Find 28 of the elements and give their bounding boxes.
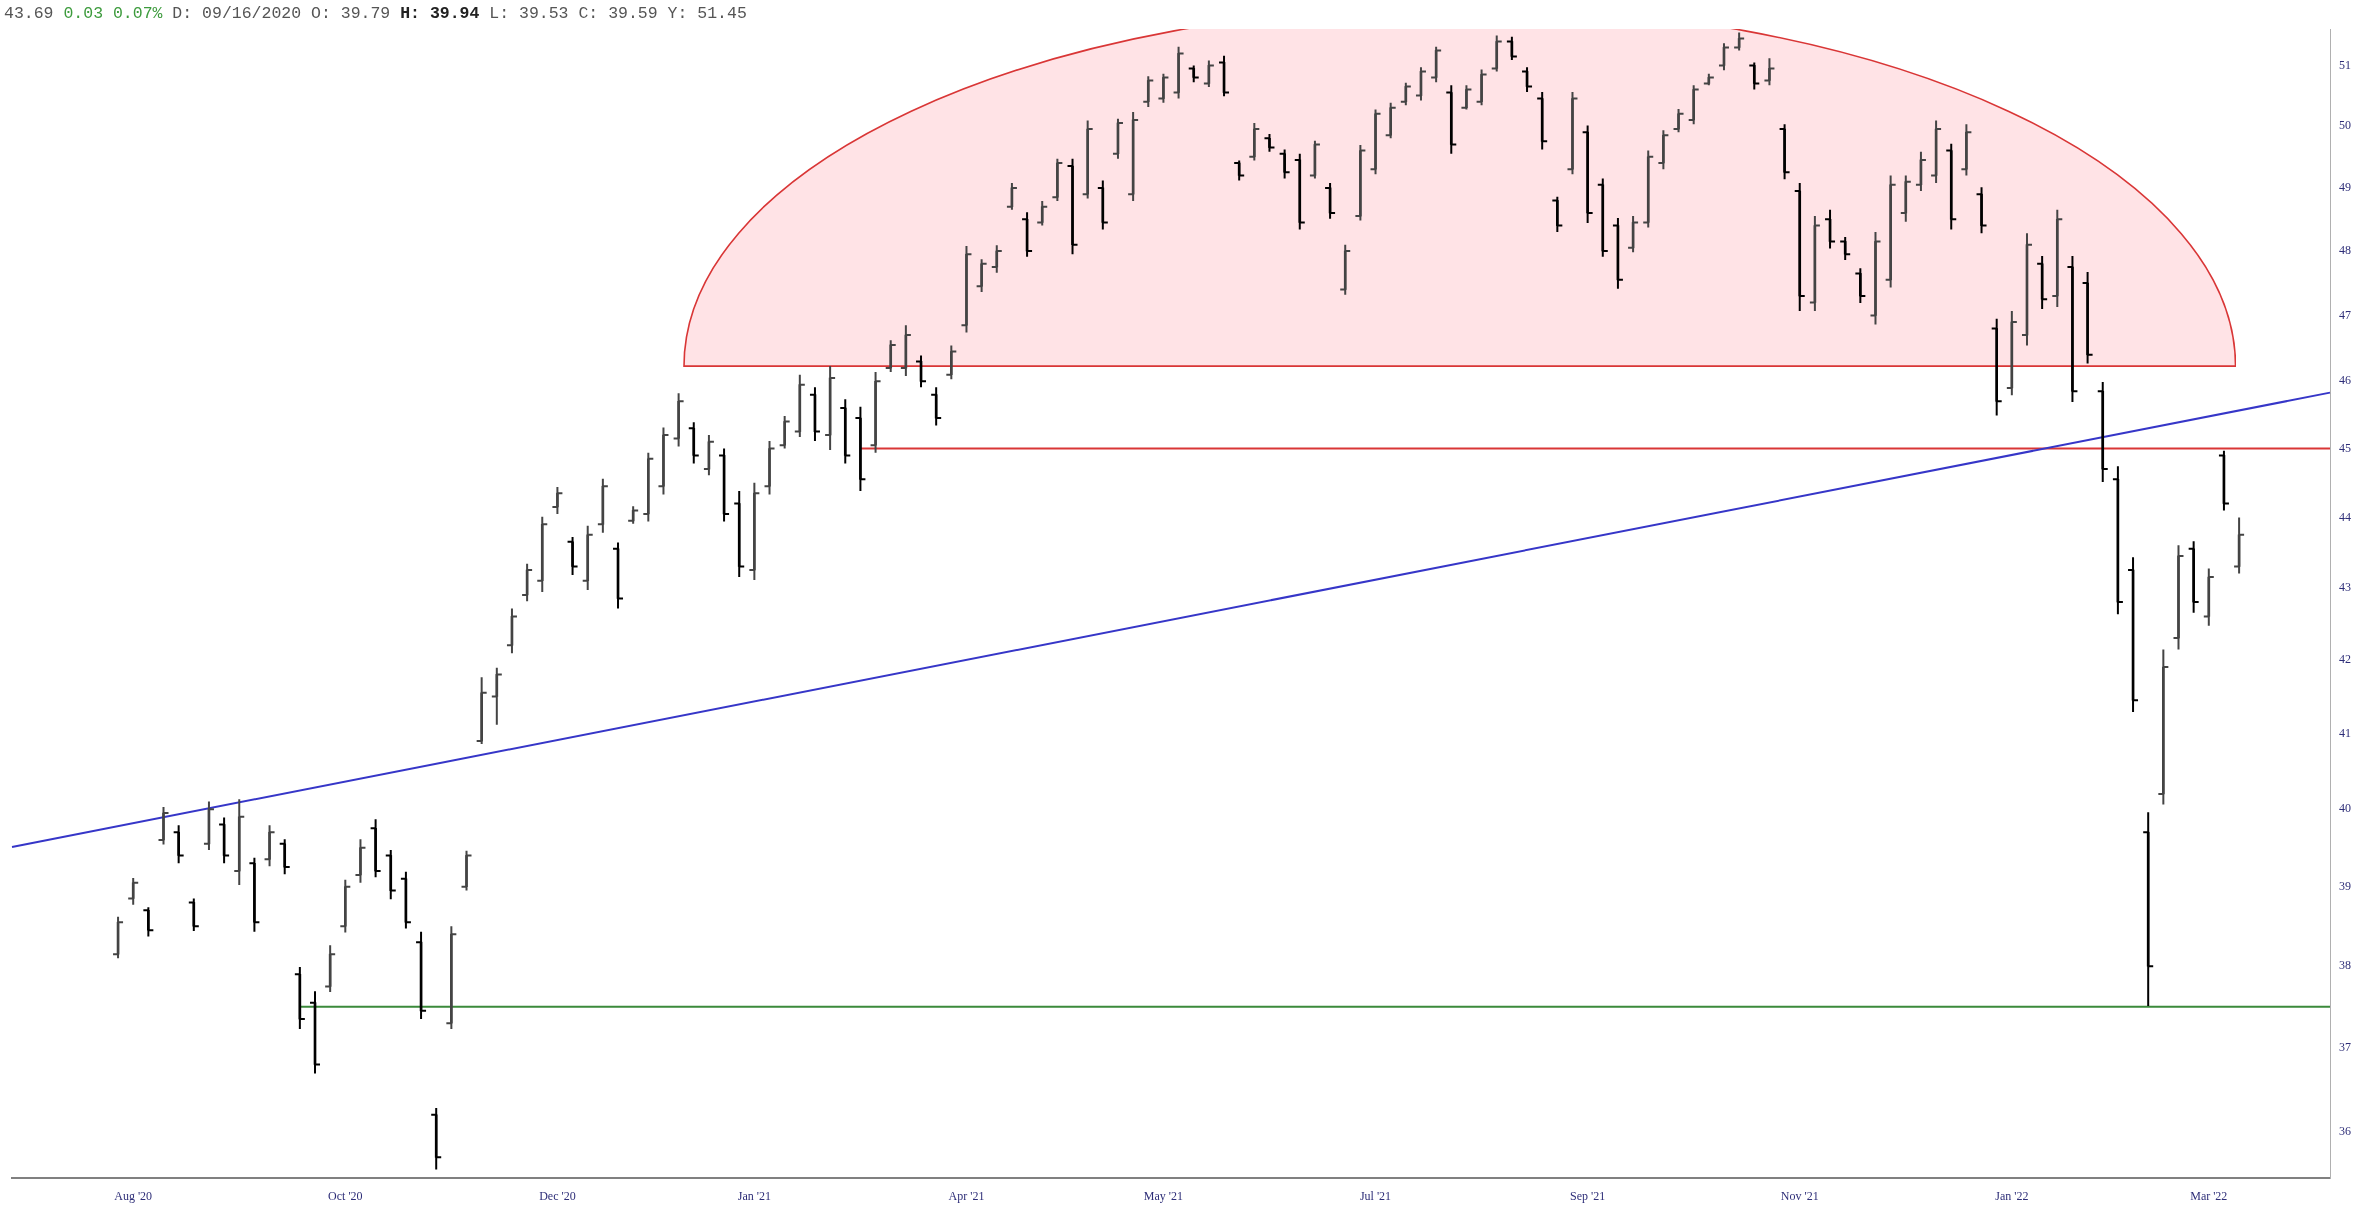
x-tick-label: Sep '21 — [1570, 1189, 1606, 1204]
x-tick-label: Jul '21 — [1359, 1189, 1392, 1204]
y-tick-label: 41 — [2339, 725, 2351, 740]
y-tick-label: 37 — [2339, 1040, 2351, 1055]
y-tick-label: 44 — [2339, 509, 2351, 524]
y-tick-label: 42 — [2339, 651, 2351, 666]
x-tick-label: Apr '21 — [948, 1189, 985, 1204]
y-tick-label: 48 — [2339, 243, 2351, 258]
y-tick-label: 49 — [2339, 180, 2351, 195]
x-tick-label: Jan '22 — [1995, 1189, 2029, 1204]
y-tick-label: 51 — [2339, 57, 2351, 72]
y-tick-label: 50 — [2339, 118, 2351, 133]
y-tick-label: 38 — [2339, 958, 2351, 973]
y-tick-label: 39 — [2339, 878, 2351, 893]
y-tick-label: 45 — [2339, 440, 2351, 455]
chart-title: 43.69 0.03 0.07% D: 09/16/2020 O: 39.79 H: 39.94 L: 39.53 C: 39.59 Y: 51.45 — [4, 4, 747, 23]
x-tick-label: Mar '22 — [2190, 1189, 2228, 1204]
y-tick-label: 36 — [2339, 1123, 2351, 1138]
x-tick-label: May '21 — [1143, 1189, 1184, 1204]
x-tick-label: Oct '20 — [328, 1189, 363, 1204]
x-tick-label: Aug '20 — [114, 1189, 153, 1204]
x-tick-label: Dec '20 — [539, 1189, 576, 1204]
x-tick-label: Jan '21 — [737, 1189, 771, 1204]
y-tick-label: 46 — [2339, 373, 2351, 388]
y-tick-label: 43 — [2339, 579, 2351, 594]
x-tick-label: Nov '21 — [1780, 1189, 1819, 1204]
y-tick-label: 47 — [2339, 307, 2351, 322]
y-tick-label: 40 — [2339, 801, 2351, 816]
